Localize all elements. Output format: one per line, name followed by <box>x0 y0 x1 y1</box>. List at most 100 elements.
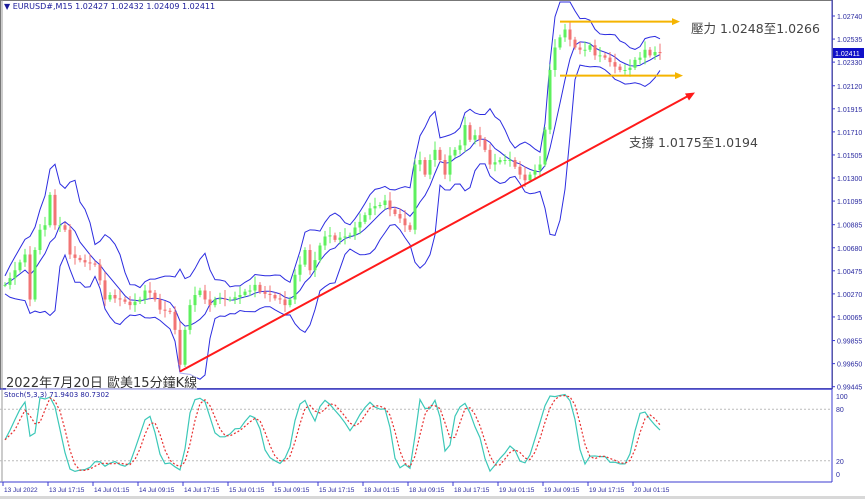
candle-body <box>358 221 362 228</box>
candle <box>648 46 652 58</box>
candle-body <box>198 290 202 295</box>
candle-body <box>518 166 522 175</box>
candle-body <box>293 274 297 300</box>
candle <box>558 34 562 50</box>
candle-body <box>498 160 502 163</box>
time-tick-label: 14 Jul 09:15 <box>139 487 175 494</box>
price-tick-label: 1.01505 <box>837 153 862 160</box>
price-tick-label: 0.99650 <box>837 362 862 369</box>
price-tick-label: 1.01710 <box>837 130 862 137</box>
candle <box>233 291 237 304</box>
candle <box>88 253 92 271</box>
candle <box>213 296 217 308</box>
candle-body <box>248 290 252 292</box>
candle-body <box>58 225 62 227</box>
candle <box>358 213 362 235</box>
candle <box>583 41 587 57</box>
candle <box>618 63 622 73</box>
candle <box>203 284 207 304</box>
candle <box>308 244 312 275</box>
candle <box>393 206 397 217</box>
candle-body <box>648 49 652 56</box>
triangle-down-icon[interactable]: ▼ <box>4 2 11 11</box>
candle <box>623 64 627 75</box>
candle-body <box>423 160 427 175</box>
time-tick-label: 15 Jul 17:15 <box>319 487 355 494</box>
price-tick-label: 1.02330 <box>837 60 862 67</box>
candle <box>473 129 477 145</box>
candle <box>383 194 387 210</box>
candle-body <box>453 149 457 156</box>
candle-body <box>378 205 382 207</box>
candle-body <box>613 62 617 67</box>
candle <box>113 289 117 303</box>
candle-body <box>273 295 277 299</box>
ohlc-readout: 1.02427 1.02432 1.02409 1.02411 <box>75 2 216 11</box>
support-trendline <box>179 94 690 373</box>
candle <box>108 292 112 302</box>
candle-body <box>323 236 327 246</box>
candle <box>658 43 662 60</box>
candle-body <box>238 295 242 298</box>
candle-body <box>548 70 552 130</box>
candle <box>403 210 407 232</box>
candle-body <box>38 229 42 250</box>
candle-body <box>48 194 52 226</box>
stoch-k-line <box>4 393 661 473</box>
candle-body <box>68 229 72 255</box>
candle <box>283 291 287 312</box>
candle <box>653 46 657 60</box>
candle-body <box>123 299 127 302</box>
candle-body <box>253 284 257 291</box>
price-tick-label: 1.00885 <box>837 223 862 230</box>
candle <box>463 116 467 153</box>
candle <box>443 154 447 180</box>
candle <box>248 284 252 297</box>
candle <box>288 296 292 308</box>
candle <box>388 192 392 217</box>
candle <box>508 151 512 167</box>
candle-body <box>288 299 292 306</box>
candle-body <box>533 170 537 175</box>
candle <box>428 154 432 180</box>
candle <box>153 289 157 302</box>
candle <box>568 21 572 47</box>
bollinger-lower-band <box>4 64 661 380</box>
candle-body <box>463 125 467 146</box>
candle-body <box>18 262 22 271</box>
candle-body <box>388 200 392 210</box>
candle <box>458 139 462 155</box>
candle-body <box>73 254 77 258</box>
time-tick-label: 19 Jul 09:15 <box>544 487 580 494</box>
candle-body <box>343 236 347 238</box>
stoch-level-label: 0 <box>836 472 840 479</box>
candle-body <box>268 293 272 295</box>
candle-body <box>348 235 352 237</box>
stoch-level-label: 80 <box>836 407 844 414</box>
candle-body <box>53 194 57 226</box>
candle-body <box>393 209 397 214</box>
candle-body <box>148 290 152 293</box>
candle-body <box>443 160 447 175</box>
candle <box>78 255 82 263</box>
candle-body <box>528 174 532 181</box>
stoch-d-line <box>4 394 661 471</box>
candle-body <box>143 290 147 300</box>
bottom-scrollbar[interactable] <box>0 496 865 499</box>
candle-body <box>538 164 542 171</box>
candle <box>68 224 72 259</box>
candle <box>483 136 487 153</box>
candle <box>123 296 127 304</box>
candle-body <box>138 299 142 302</box>
candle-body <box>8 278 12 285</box>
candle <box>548 64 552 135</box>
candle-body <box>33 250 37 300</box>
candle <box>193 286 197 312</box>
candle-body <box>413 164 417 230</box>
candle <box>38 224 42 255</box>
price-tick-label: 1.00680 <box>837 246 862 253</box>
candle <box>263 286 267 299</box>
candle-body <box>128 301 132 306</box>
candle-body <box>88 262 92 264</box>
